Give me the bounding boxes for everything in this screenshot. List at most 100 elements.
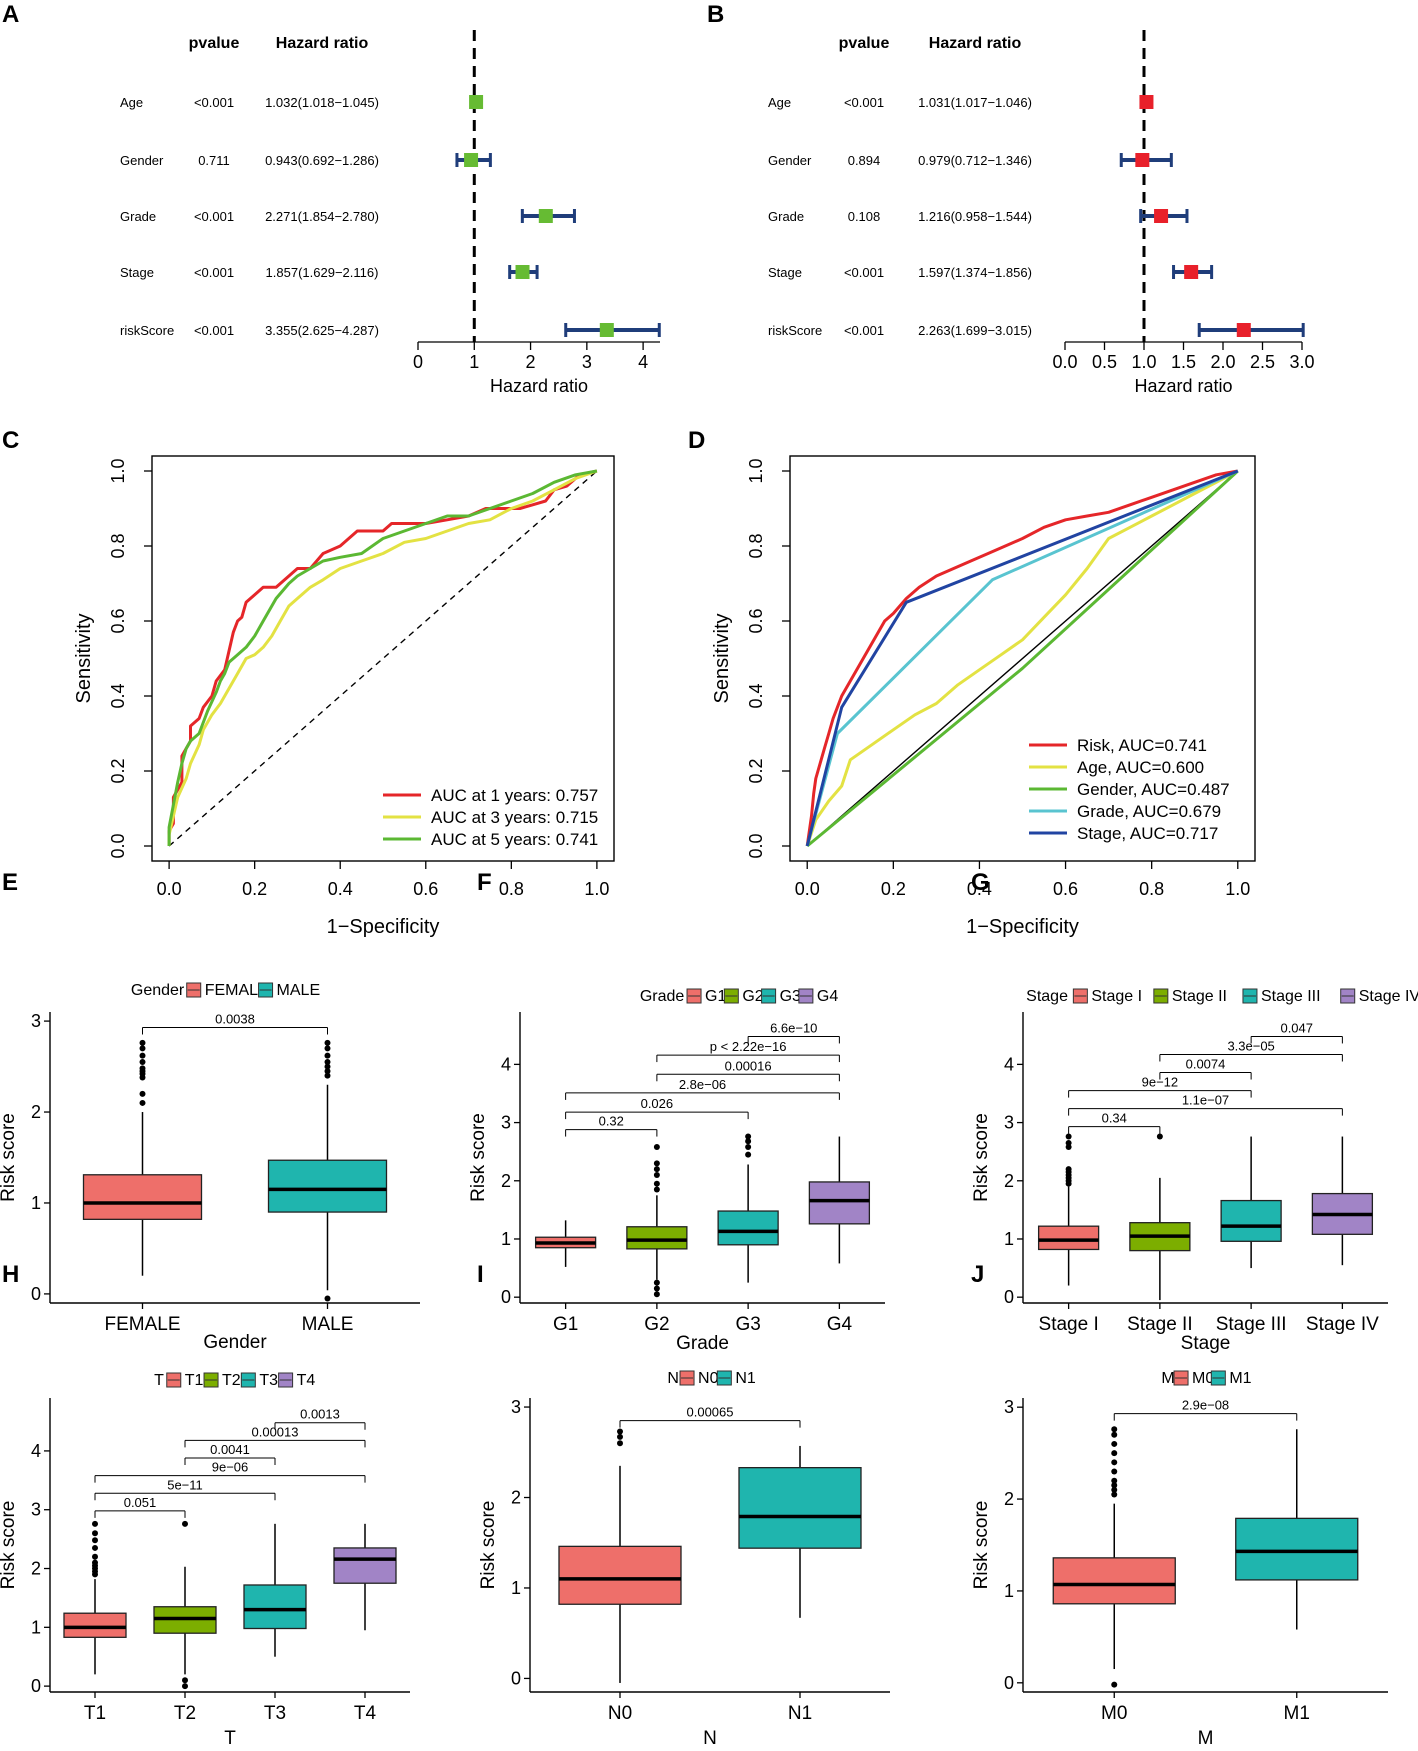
box-x-tick-label: Stage III	[1216, 1314, 1287, 1335]
box-outlier	[745, 1151, 752, 1158]
forest-row-label: Gender	[120, 153, 164, 168]
roc-y-tick-label: 0.8	[108, 533, 128, 558]
box-outlier	[1111, 1486, 1118, 1493]
forest-row-pvalue: <0.001	[194, 95, 234, 110]
box-y-tick-label: 3	[1004, 1397, 1014, 1417]
box-outlier	[1111, 1440, 1118, 1447]
box-y-tick-label: 1	[501, 1229, 511, 1249]
forest-marker	[1184, 265, 1199, 279]
forest-row-label: Grade	[120, 209, 156, 224]
bracket-pvalue: p < 2.22e−16	[710, 1039, 787, 1054]
box-outlier	[139, 1099, 146, 1106]
significance-bracket: 0.0041	[184, 1442, 276, 1465]
forest-marker	[515, 265, 530, 279]
significance-bracket: p < 2.22e−16	[656, 1039, 840, 1063]
bracket-pvalue: 0.051	[124, 1495, 157, 1510]
box-legend-title: T	[154, 1372, 164, 1389]
forest-row-label: Age	[768, 95, 791, 110]
box-outlier	[653, 1180, 660, 1187]
forest-marker	[1236, 323, 1251, 337]
roc-y-tick-label: 0.0	[746, 833, 766, 858]
box-x-tick-label: T2	[174, 1703, 196, 1724]
box-legend-title: Stage	[1026, 988, 1068, 1005]
forest-row-pvalue: <0.001	[844, 323, 884, 338]
box-legend: Gender FEMALE MALE	[131, 982, 320, 999]
roc-y-tick-label: 0.2	[746, 758, 766, 783]
box-x-tick-label: MALE	[302, 1314, 354, 1335]
box-outlier	[182, 1683, 188, 1690]
roc-y-tick-label: 0.2	[108, 758, 128, 783]
box-outlier	[139, 1052, 146, 1059]
roc-diagonal	[806, 470, 1239, 847]
box-outlier	[92, 1530, 98, 1537]
forest-marker	[1135, 153, 1150, 167]
box-body	[1052, 1557, 1176, 1605]
bracket-pvalue: 9e−06	[212, 1460, 249, 1475]
box-outlier	[139, 1090, 146, 1097]
box-outlier	[1111, 1426, 1118, 1433]
box-outlier	[1156, 1133, 1163, 1140]
box-legend-label: G4	[817, 988, 838, 1005]
forest-row-hr: 2.271(1.854−2.780)	[265, 209, 379, 224]
box-y-tick-label: 1	[31, 1617, 41, 1637]
box-outlier	[617, 1440, 623, 1447]
box-x-tick-label: M0	[1101, 1703, 1127, 1724]
forest-row-hr: 1.857(1.629−2.116)	[266, 265, 379, 280]
roc-x-axis-title: 1−Specificity	[327, 916, 440, 938]
roc-legend-label: AUC at 5 years: 0.741	[431, 830, 598, 849]
box-legend-label: FEMALE	[205, 982, 269, 999]
roc-x-tick-label: 0.0	[795, 879, 820, 899]
box-legend: Grade G1 G2 G3 G4	[640, 988, 838, 1005]
roc-x-tick-label: 0.4	[967, 879, 992, 899]
bracket-pvalue: 0.047	[1280, 1020, 1313, 1035]
panel-label-B: B	[707, 1, 724, 28]
roc-y-tick-label: 0.6	[108, 608, 128, 633]
bracket-pvalue: 9e−12	[1142, 1075, 1179, 1090]
roc-legend-label: Age, AUC=0.600	[1077, 758, 1204, 777]
forest-x-tick-label: 2.5	[1250, 352, 1275, 372]
bracket-pvalue: 3.3e−05	[1227, 1038, 1274, 1053]
significance-bracket: 0.32	[565, 1114, 658, 1137]
box-outlier	[324, 1072, 331, 1079]
significance-bracket: 0.00065	[619, 1405, 801, 1428]
box-x-axis-title: Grade	[676, 1333, 729, 1354]
panel-label-E: E	[2, 869, 18, 896]
forest-header-pvalue: pvalue	[839, 35, 890, 52]
box-x-tick-label: N0	[608, 1703, 632, 1724]
bracket-pvalue: 0.32	[599, 1114, 624, 1129]
box-outlier	[1065, 1133, 1072, 1140]
box-outlier	[1111, 1477, 1118, 1484]
panel-label-A: A	[2, 1, 19, 28]
forest-x-axis-title: Hazard ratio	[490, 376, 588, 396]
forest-row-hr: 1.597(1.374−1.856)	[918, 265, 1032, 280]
box-y-tick-label: 0	[501, 1287, 511, 1307]
significance-bracket: 5e−11	[94, 1477, 276, 1501]
bracket-pvalue: 0.34	[1102, 1111, 1127, 1126]
significance-bracket: 0.0038	[142, 1011, 328, 1035]
box-outlier	[92, 1520, 98, 1527]
bracket-pvalue: 0.00013	[252, 1424, 299, 1439]
panel-label-G: G	[971, 869, 990, 896]
box-legend-label: Stage III	[1261, 988, 1321, 1005]
roc-legend-label: Risk, AUC=0.741	[1077, 736, 1207, 755]
bracket-pvalue: 2.9e−08	[1182, 1398, 1229, 1413]
box-x-axis-title: N	[703, 1728, 717, 1749]
roc-y-tick-label: 0.6	[746, 608, 766, 633]
roc-plot-frame	[151, 455, 615, 862]
box-y-tick-label: 0	[1004, 1287, 1014, 1307]
forest-marker	[1139, 95, 1154, 109]
box-legend-title: M	[1161, 1370, 1174, 1387]
box-legend-label: Stage I	[1091, 988, 1142, 1005]
bracket-pvalue: 6.6e−10	[770, 1020, 817, 1035]
roc-curve	[167, 469, 598, 846]
roc-x-tick-label: 0.2	[881, 879, 906, 899]
forest-row-label: Gender	[768, 153, 812, 168]
forest-row-label: riskScore	[768, 323, 822, 338]
roc-x-tick-label: 0.4	[328, 879, 353, 899]
box-y-tick-label: 0	[1004, 1673, 1014, 1693]
roc-y-tick-label: 0.4	[746, 683, 766, 708]
box-outlier	[617, 1433, 623, 1440]
box-legend: N N0 N1	[667, 1370, 755, 1387]
box-outlier	[1065, 1166, 1072, 1173]
